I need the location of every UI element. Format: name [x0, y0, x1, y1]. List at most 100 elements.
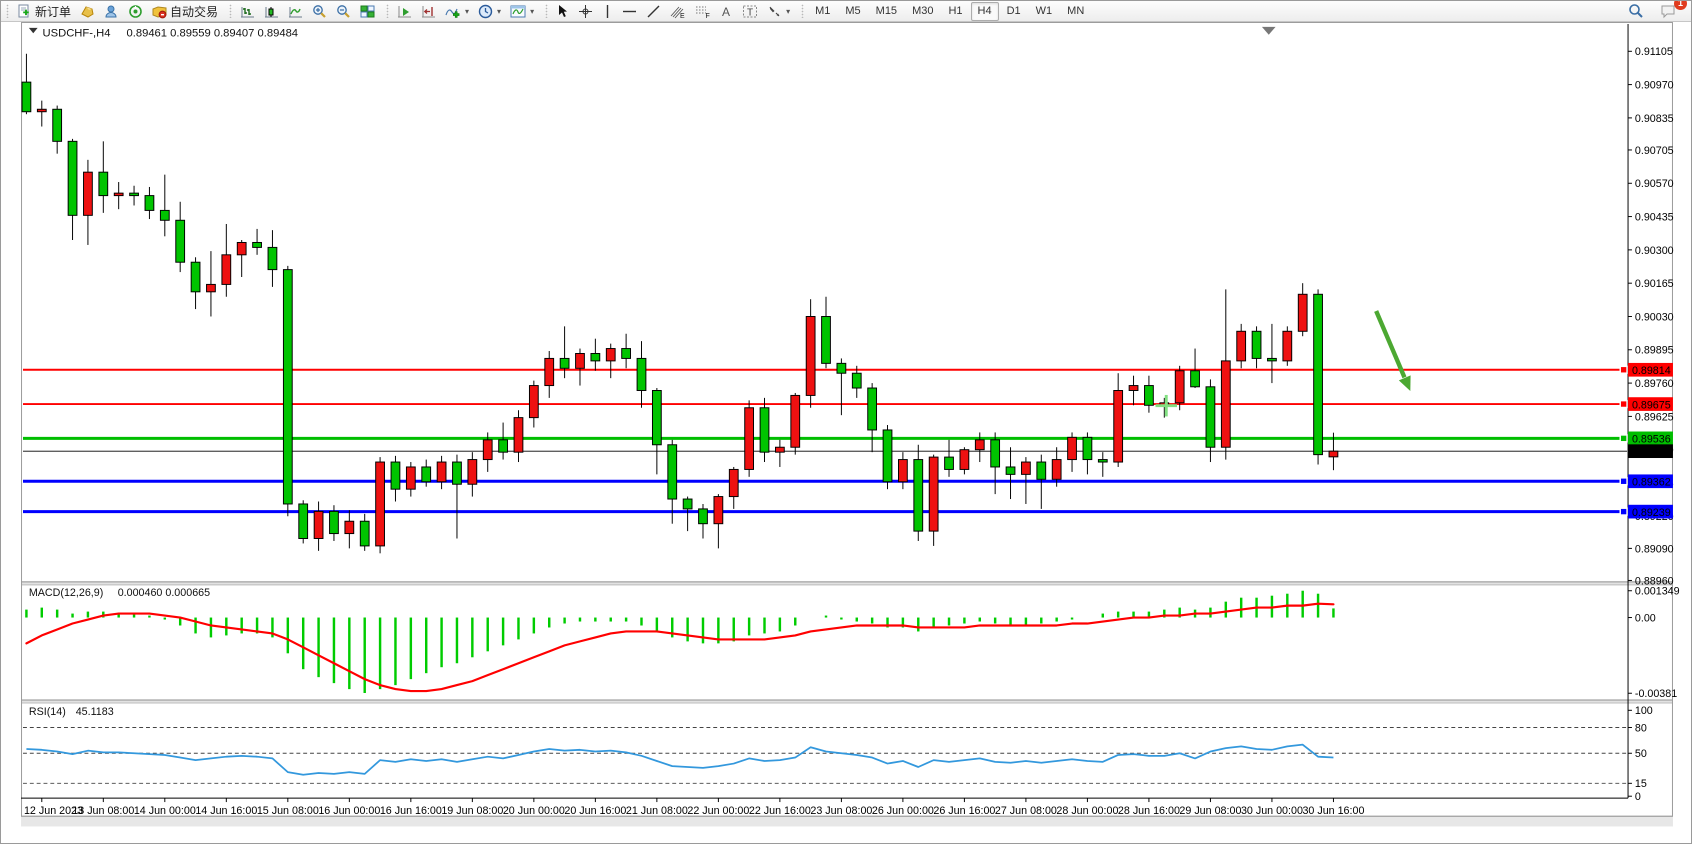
- tab-timeframe-M1[interactable]: M1: [815, 4, 831, 17]
- signals-button[interactable]: [124, 1, 147, 21]
- symbol-dropdown-icon[interactable]: [28, 27, 38, 34]
- auto-scroll-button[interactable]: [393, 1, 416, 21]
- svg-text:A: A: [722, 5, 730, 18]
- periods-button[interactable]: ▾: [474, 1, 505, 21]
- tile-windows-button[interactable]: [356, 1, 379, 21]
- vertical-line-icon: [602, 4, 613, 19]
- candle: [344, 520, 355, 535]
- candle: [206, 283, 216, 293]
- macd-label-group: MACD(12,26,9) 0.000460 0.000665: [29, 587, 210, 599]
- candle: [882, 429, 893, 483]
- macd-pane[interactable]: [25, 590, 1335, 694]
- chart-shift-icon: [421, 4, 436, 19]
- svg-text:19 Jun 08:00: 19 Jun 08:00: [441, 805, 503, 817]
- svg-text:0.90435: 0.90435: [1635, 211, 1674, 223]
- auto-scroll-icon: [397, 4, 412, 19]
- svg-text:30 Jun 16:00: 30 Jun 16:00: [1302, 805, 1364, 817]
- search-button[interactable]: [1624, 1, 1648, 21]
- notifications-button[interactable]: 1: [1656, 1, 1687, 21]
- toolbar: 新订单 自动交易 ▾ ▾ ▾: [1, 1, 1691, 22]
- svg-text:27 Jun 08:00: 27 Jun 08:00: [995, 805, 1057, 817]
- candle: [990, 439, 1001, 468]
- svg-text:0.90970: 0.90970: [1635, 79, 1674, 91]
- text-label-tool-button[interactable]: T: [738, 1, 762, 21]
- fibonacci-tool-button[interactable]: F: [691, 1, 715, 21]
- candle: [221, 254, 232, 285]
- autotrading-icon: [152, 4, 167, 19]
- candle: [959, 449, 970, 470]
- text-tool-button[interactable]: A: [716, 1, 737, 21]
- candlestick-chart-button[interactable]: [260, 1, 283, 21]
- candle: [390, 461, 401, 490]
- rsi-pane[interactable]: [22, 726, 1628, 784]
- candle: [1128, 385, 1139, 391]
- gold-button[interactable]: [76, 1, 99, 21]
- zoom-out-button[interactable]: [332, 1, 355, 21]
- line-chart-button[interactable]: [284, 1, 307, 21]
- templates-caret-icon: ▾: [530, 6, 535, 16]
- tab-timeframe-H4[interactable]: H4: [970, 1, 999, 21]
- chart-shift-marker-icon[interactable]: [1261, 26, 1276, 35]
- svg-text:0.001349: 0.001349: [1635, 586, 1680, 598]
- plus-marker: [1155, 394, 1177, 417]
- candle: [774, 446, 785, 453]
- tab-timeframe-MN[interactable]: MN: [1067, 4, 1085, 17]
- candle: [175, 219, 186, 263]
- tab-timeframe-M15[interactable]: M15: [875, 4, 898, 17]
- macd-label: MACD(12,26,9): [29, 587, 103, 599]
- candle: [1328, 450, 1339, 458]
- autotrading-button[interactable]: 自动交易: [148, 1, 222, 21]
- svg-text:0.89362: 0.89362: [1632, 477, 1671, 489]
- tab-timeframe-H1[interactable]: H1: [948, 4, 963, 17]
- chart-area[interactable]: 0.91105 0.90970 0.90835 0.90705 0.90570 0.904…: [1, 22, 1692, 844]
- candle: [329, 510, 339, 535]
- candle: [913, 459, 924, 532]
- zoom-in-button[interactable]: [308, 1, 331, 21]
- trend-arrow[interactable]: [1374, 310, 1411, 392]
- candle: [1005, 466, 1016, 475]
- svg-text:16 Jun 16:00: 16 Jun 16:00: [380, 805, 442, 817]
- candle: [98, 171, 109, 197]
- bar-chart-button[interactable]: [236, 1, 259, 21]
- candle: [67, 140, 78, 216]
- tab-timeframe-M30[interactable]: M30: [912, 4, 934, 17]
- autotrading-label: 自动交易: [170, 4, 219, 19]
- svg-text:E: E: [680, 13, 685, 19]
- candle: [1067, 436, 1077, 461]
- cursor-tool-button[interactable]: [552, 1, 573, 21]
- vertical-line-tool-button[interactable]: [598, 1, 617, 21]
- tab-timeframe-M5[interactable]: M5: [845, 4, 861, 17]
- arrows-tool-button[interactable]: ▾: [763, 1, 794, 21]
- candle: [590, 352, 601, 362]
- crosshair-tool-button[interactable]: [574, 1, 597, 21]
- zoom-in-icon: [312, 4, 327, 19]
- chart-shift-button[interactable]: [417, 1, 440, 21]
- candle: [1236, 330, 1247, 362]
- candle: [421, 466, 432, 483]
- candle: [282, 269, 293, 505]
- trendline-tool-button[interactable]: [642, 1, 665, 21]
- equidistant-channel-tool-button[interactable]: E: [666, 1, 690, 21]
- window-chrome: [21, 22, 1673, 827]
- tab-timeframe-W1[interactable]: W1: [1035, 4, 1053, 17]
- tab-timeframe-D1[interactable]: D1: [1006, 4, 1021, 17]
- chart-annotations[interactable]: [1155, 26, 1411, 417]
- candle: [159, 209, 170, 221]
- horizontal-line-tool-button[interactable]: [618, 1, 641, 21]
- indicators-button[interactable]: ▾: [441, 1, 473, 21]
- svg-text:30 Jun 00:00: 30 Jun 00:00: [1241, 805, 1303, 817]
- signals-icon: [128, 4, 143, 19]
- candle: [21, 81, 32, 113]
- candle: [528, 385, 539, 419]
- community-button[interactable]: [100, 1, 123, 21]
- new-order-button[interactable]: 新订单: [13, 1, 75, 21]
- templates-button[interactable]: ▾: [506, 1, 538, 21]
- indicators-caret-icon: ▾: [465, 6, 470, 16]
- candle: [867, 387, 878, 431]
- svg-text:0.90835: 0.90835: [1635, 113, 1674, 125]
- cursor-icon: [556, 4, 569, 18]
- arrows-icon: [767, 4, 782, 19]
- svg-text:21 Jun 08:00: 21 Jun 08:00: [626, 805, 688, 817]
- periods-caret-icon: ▾: [497, 6, 502, 16]
